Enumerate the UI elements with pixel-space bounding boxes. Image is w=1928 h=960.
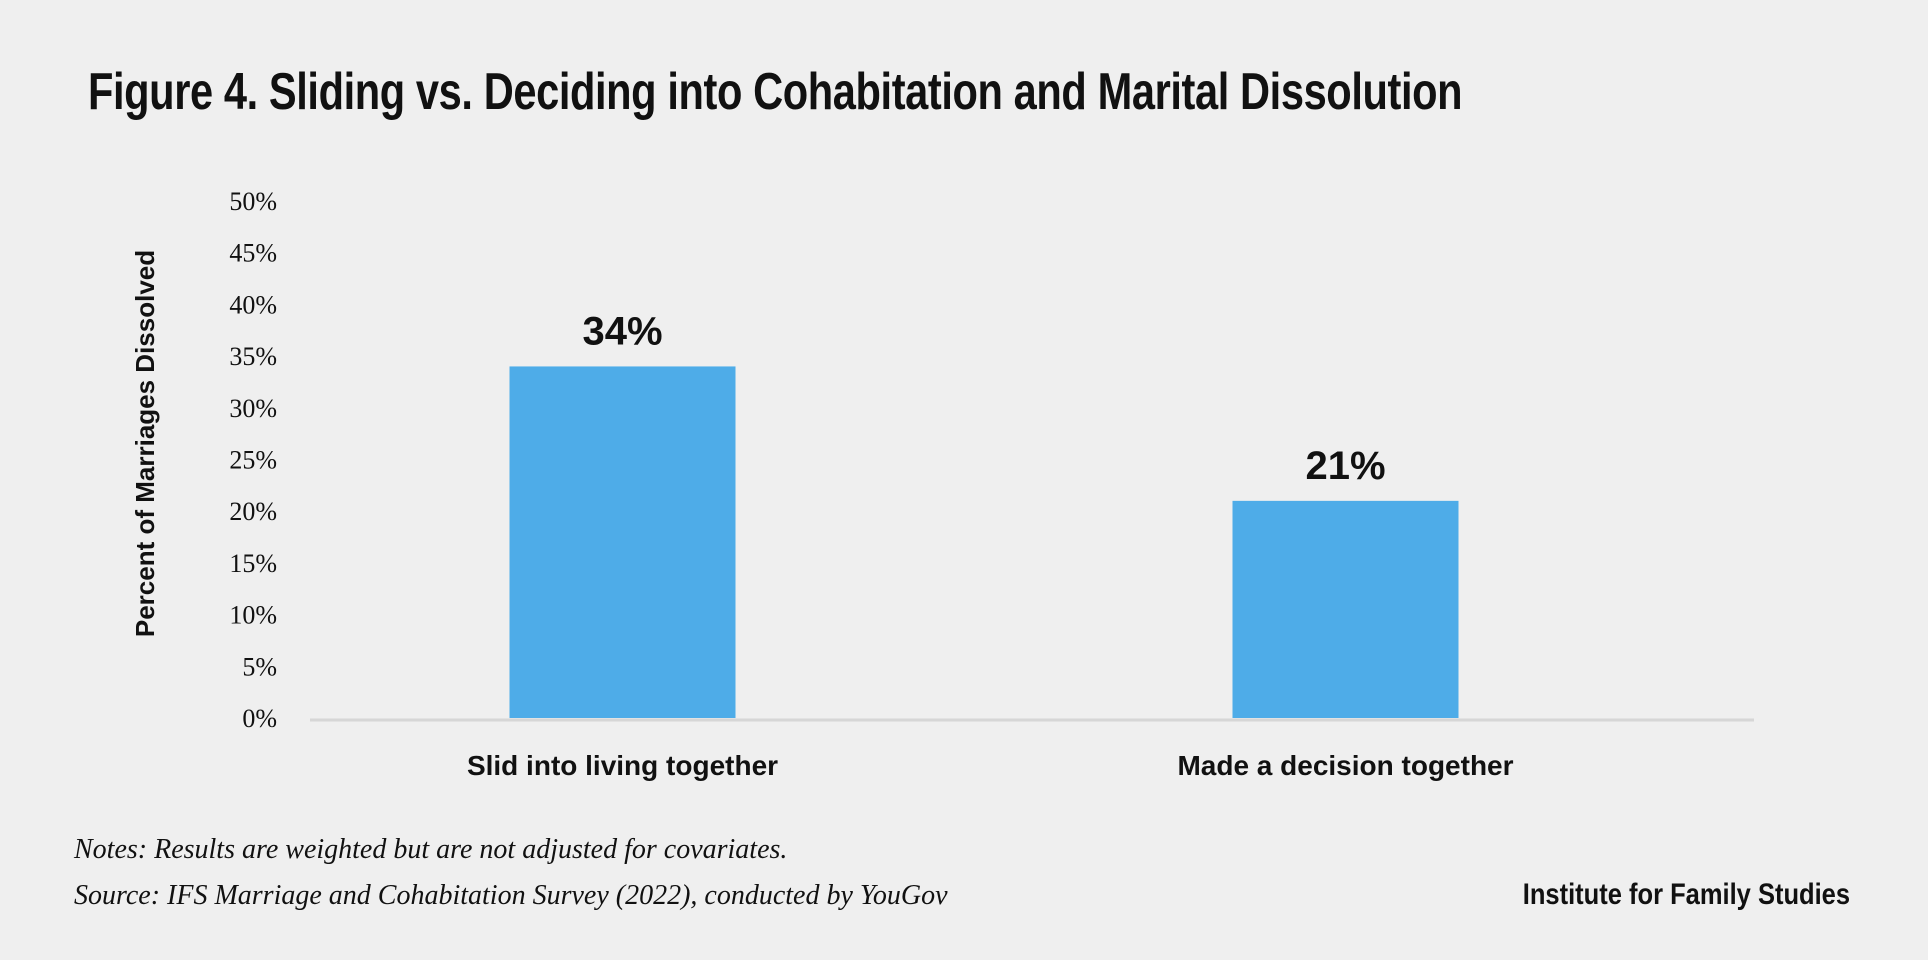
y-tick-label: 45%: [229, 239, 277, 268]
y-tick-label: 35%: [229, 342, 277, 371]
x-category-label: Made a decision together: [1177, 750, 1513, 781]
y-tick-label: 25%: [229, 446, 277, 475]
y-tick-label: 0%: [242, 704, 277, 733]
y-tick-label: 5%: [242, 652, 277, 681]
source-text: Source: IFS Marriage and Cohabitation Su…: [74, 880, 948, 911]
bar: [1232, 500, 1459, 718]
x-category-label: Slid into living together: [467, 750, 778, 781]
y-tick-label: 10%: [229, 601, 277, 630]
bar: [509, 366, 736, 718]
chart-title: Figure 4. Sliding vs. Deciding into Coha…: [88, 63, 1463, 121]
y-tick-label: 50%: [229, 187, 277, 216]
notes-text: Notes: Results are weighted but are not …: [74, 834, 788, 865]
publisher-brand: Institute for Family Studies: [1522, 878, 1850, 911]
y-tick-label: 20%: [229, 497, 277, 526]
bar-value-label: 34%: [582, 309, 662, 353]
y-tick-label: 30%: [229, 394, 277, 423]
y-tick-label: 40%: [229, 290, 277, 319]
y-axis-title: Percent of Marriages Dissolved: [130, 250, 160, 637]
bar-value-label: 21%: [1305, 444, 1385, 488]
y-tick-label: 15%: [229, 549, 277, 578]
